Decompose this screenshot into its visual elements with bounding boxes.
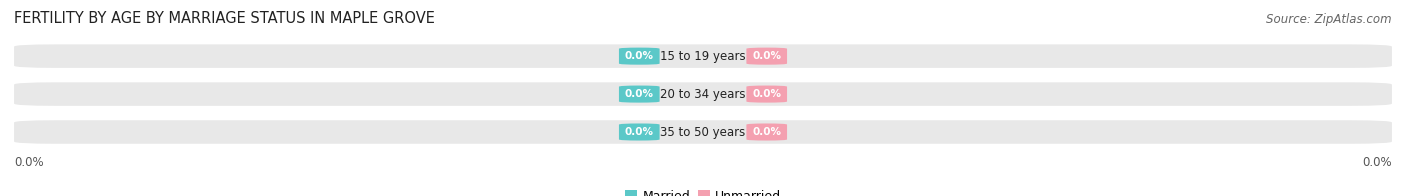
Legend: Married, Unmarried: Married, Unmarried: [620, 185, 786, 196]
FancyBboxPatch shape: [619, 85, 659, 103]
Text: 0.0%: 0.0%: [624, 51, 654, 61]
FancyBboxPatch shape: [747, 48, 787, 65]
Text: 15 to 19 years: 15 to 19 years: [661, 50, 745, 63]
FancyBboxPatch shape: [747, 85, 787, 103]
FancyBboxPatch shape: [14, 44, 1392, 68]
Text: 0.0%: 0.0%: [14, 156, 44, 169]
FancyBboxPatch shape: [14, 82, 1392, 106]
Text: 35 to 50 years: 35 to 50 years: [661, 125, 745, 139]
FancyBboxPatch shape: [747, 123, 787, 141]
FancyBboxPatch shape: [619, 48, 659, 65]
Text: 20 to 34 years: 20 to 34 years: [661, 88, 745, 101]
Text: 0.0%: 0.0%: [624, 89, 654, 99]
Text: 0.0%: 0.0%: [752, 89, 782, 99]
Text: 0.0%: 0.0%: [624, 127, 654, 137]
FancyBboxPatch shape: [619, 123, 659, 141]
Text: 0.0%: 0.0%: [1362, 156, 1392, 169]
Text: 0.0%: 0.0%: [752, 51, 782, 61]
Text: Source: ZipAtlas.com: Source: ZipAtlas.com: [1267, 13, 1392, 26]
Text: FERTILITY BY AGE BY MARRIAGE STATUS IN MAPLE GROVE: FERTILITY BY AGE BY MARRIAGE STATUS IN M…: [14, 11, 434, 26]
Text: 0.0%: 0.0%: [752, 127, 782, 137]
FancyBboxPatch shape: [14, 120, 1392, 144]
